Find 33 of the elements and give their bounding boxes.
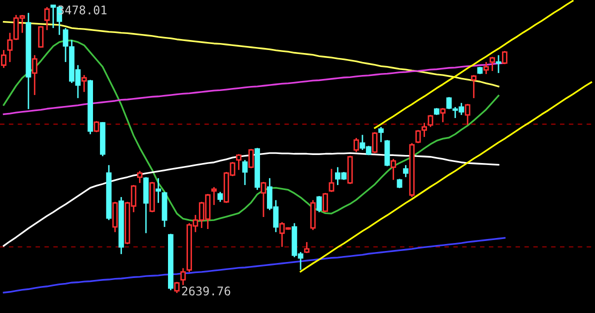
candlestick — [483, 61, 489, 75]
candlestick — [217, 191, 223, 203]
candlestick — [1, 49, 6, 69]
candlestick — [372, 131, 378, 154]
candlestick — [322, 192, 328, 213]
candlestick — [242, 159, 248, 186]
candlestick — [180, 267, 186, 286]
candlestick — [502, 50, 508, 65]
candlestick — [316, 195, 322, 213]
candlestick — [32, 54, 38, 96]
candlestick — [211, 186, 217, 206]
candlestick — [496, 54, 502, 74]
candlestick — [354, 137, 359, 153]
candlestick — [390, 158, 396, 181]
candlestick — [378, 126, 384, 143]
candlestick — [137, 170, 142, 184]
candlestick — [328, 168, 334, 193]
candlestick — [464, 103, 470, 126]
annotation: 2639.76 — [182, 286, 230, 296]
candlestick — [260, 181, 266, 218]
candlestick — [471, 74, 476, 99]
candlestick — [7, 32, 13, 63]
candlestick — [403, 164, 408, 178]
candlestick — [44, 6, 50, 31]
candlestick — [428, 114, 434, 128]
candlestick — [490, 56, 496, 72]
candlestick — [248, 148, 254, 169]
candlestick — [81, 74, 87, 93]
candlestick — [304, 241, 310, 254]
candlestick — [440, 107, 446, 123]
candlestick — [174, 281, 180, 294]
candlestick — [156, 177, 162, 204]
candlestick — [236, 153, 242, 171]
